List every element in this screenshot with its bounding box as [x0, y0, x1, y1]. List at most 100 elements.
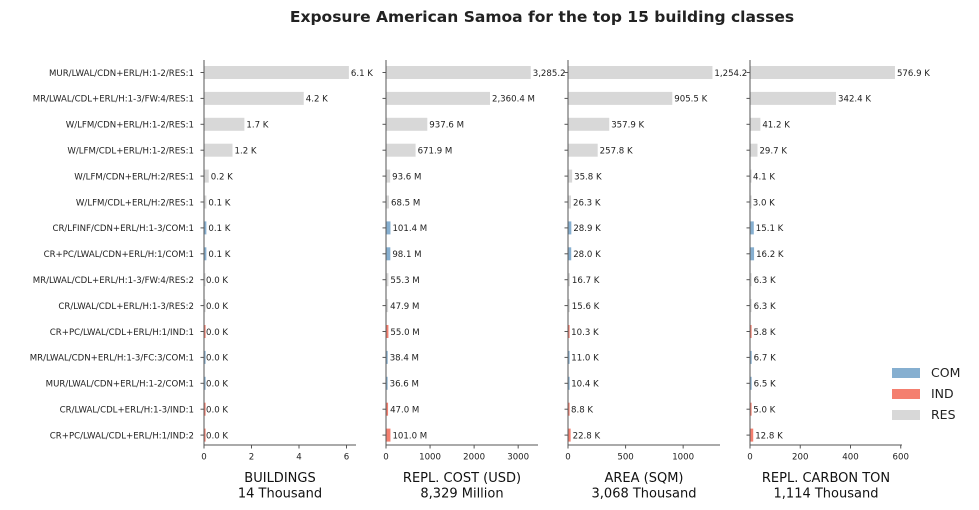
x-tick-label: 600: [893, 453, 909, 463]
legend-swatch-ind: [892, 388, 920, 399]
bar-value-label: 905.5 K: [674, 95, 707, 105]
bar-value-label: 0.1 K: [208, 250, 230, 260]
bar-value-label: 257.8 K: [600, 147, 633, 157]
bar-ind: [204, 428, 206, 442]
category-label: MUR/LWAL/CDN+ERL/H:1-2/RES:1: [49, 69, 194, 79]
x-tick-label: 2: [249, 453, 254, 463]
bar-com: [750, 247, 755, 261]
x-tick-label: 500: [617, 453, 633, 463]
bar-com: [750, 221, 754, 235]
x-tick-label: 0: [565, 453, 570, 463]
bar-res: [568, 195, 572, 209]
x-tick-label: 2000: [463, 453, 485, 463]
x-axis-label: BUILDINGS: [244, 471, 315, 486]
bar-value-label: 29.7 K: [759, 147, 787, 157]
panel-total: 8,329 Million: [420, 487, 503, 502]
bar-value-label: 98.1 M: [392, 250, 421, 260]
x-tick-label: 0: [747, 453, 752, 463]
chart-title: Exposure American Samoa for the top 15 b…: [289, 8, 795, 26]
bar-value-label: 93.6 M: [392, 172, 421, 182]
bar-value-label: 41.2 K: [762, 121, 790, 131]
legend-label-ind: IND: [931, 386, 954, 401]
bar-res: [750, 273, 752, 287]
bar-value-label: 0.1 K: [208, 198, 230, 208]
bar-value-label: 342.4 K: [838, 95, 871, 105]
x-tick-label: 200: [792, 453, 808, 463]
bar-value-label: 101.4 M: [392, 224, 427, 234]
bar-res: [204, 91, 304, 105]
bar-value-label: 1.7 K: [246, 121, 268, 131]
bar-value-label: 15.1 K: [756, 224, 784, 234]
category-label: MR/LWAL/CDL+ERL/H:1-3/FW:4/RES:2: [33, 276, 194, 286]
bar-res: [750, 66, 895, 79]
legend-swatch-com: [892, 367, 920, 378]
x-tick-label: 1000: [672, 453, 694, 463]
bar-res: [386, 143, 416, 157]
bar-res: [386, 66, 531, 79]
bar-value-label: 10.3 K: [571, 328, 599, 338]
bar-res: [386, 299, 389, 313]
bar-res: [568, 91, 673, 105]
bar-res: [568, 66, 713, 79]
bar-res: [204, 169, 209, 183]
bar-value-label: 671.9 M: [418, 147, 453, 157]
legend-label-com: COM: [931, 365, 961, 380]
bar-value-label: 28.0 K: [573, 250, 601, 260]
bar-com: [204, 221, 207, 235]
bar-com: [568, 221, 572, 235]
category-label: CR/LWAL/CDL+ERL/H:1-3/RES:2: [58, 302, 194, 312]
bar-ind: [750, 428, 754, 442]
bar-ind: [568, 402, 570, 416]
legend-swatch-res: [892, 409, 920, 420]
bar-com: [204, 247, 207, 261]
bar-res: [750, 195, 752, 209]
bar-ind: [568, 428, 571, 442]
bar-value-label: 0.0 K: [206, 380, 228, 390]
bar-com: [750, 350, 752, 364]
bar-res: [750, 299, 752, 313]
bar-value-label: 26.3 K: [573, 198, 601, 208]
bar-value-label: 4.2 K: [306, 95, 328, 105]
bar-res: [204, 143, 233, 157]
bar-value-label: 2,360.4 M: [492, 95, 535, 105]
category-label: W/LFM/CDN+ERL/H:1-2/RES:1: [66, 121, 194, 131]
bar-com: [386, 376, 388, 390]
bar-value-label: 5.8 K: [753, 328, 775, 338]
bar-value-label: 36.6 M: [390, 380, 419, 390]
category-label: CR+PC/LWAL/CDL+ERL/H:1/IND:1: [50, 328, 194, 338]
bar-value-label: 0.1 K: [208, 224, 230, 234]
bar-value-label: 8.8 K: [571, 406, 593, 416]
x-tick-label: 1000: [419, 453, 441, 463]
bar-value-label: 12.8 K: [755, 431, 783, 441]
panel-total: 14 Thousand: [238, 487, 322, 502]
bar-value-label: 0.0 K: [206, 406, 228, 416]
bar-value-label: 47.0 M: [390, 406, 419, 416]
bar-ind: [568, 325, 570, 338]
category-label: CR+PC/LWAL/CDL+ERL/H:1/IND:2: [50, 431, 194, 441]
bar-com: [386, 350, 388, 364]
bar-value-label: 10.4 K: [571, 380, 599, 390]
bar-value-label: 0.2 K: [211, 172, 233, 182]
bar-value-label: 6.5 K: [754, 380, 776, 390]
bar-res: [386, 117, 428, 131]
bar-value-label: 5.0 K: [753, 406, 775, 416]
bar-com: [386, 247, 391, 261]
bar-com: [204, 350, 206, 364]
bar-res: [750, 117, 761, 131]
bar-res: [750, 91, 837, 105]
category-label: CR/LWAL/CDL+ERL/H:1-3/IND:1: [60, 406, 194, 416]
bar-com: [386, 221, 391, 235]
x-tick-label: 6: [344, 453, 349, 463]
bar-value-label: 0.0 K: [206, 302, 228, 312]
bar-value-label: 0.0 K: [206, 276, 228, 286]
bar-ind: [386, 428, 391, 442]
category-label: W/LFM/CDL+ERL/H:1-2/RES:1: [67, 147, 194, 157]
bar-com: [568, 376, 570, 390]
bar-value-label: 1,254.2: [714, 69, 747, 79]
bar-value-label: 6.3 K: [754, 276, 776, 286]
bar-com: [568, 247, 572, 261]
bar-res: [204, 66, 349, 79]
panel-total: 3,068 Thousand: [592, 487, 697, 502]
x-tick-label: 400: [842, 453, 858, 463]
